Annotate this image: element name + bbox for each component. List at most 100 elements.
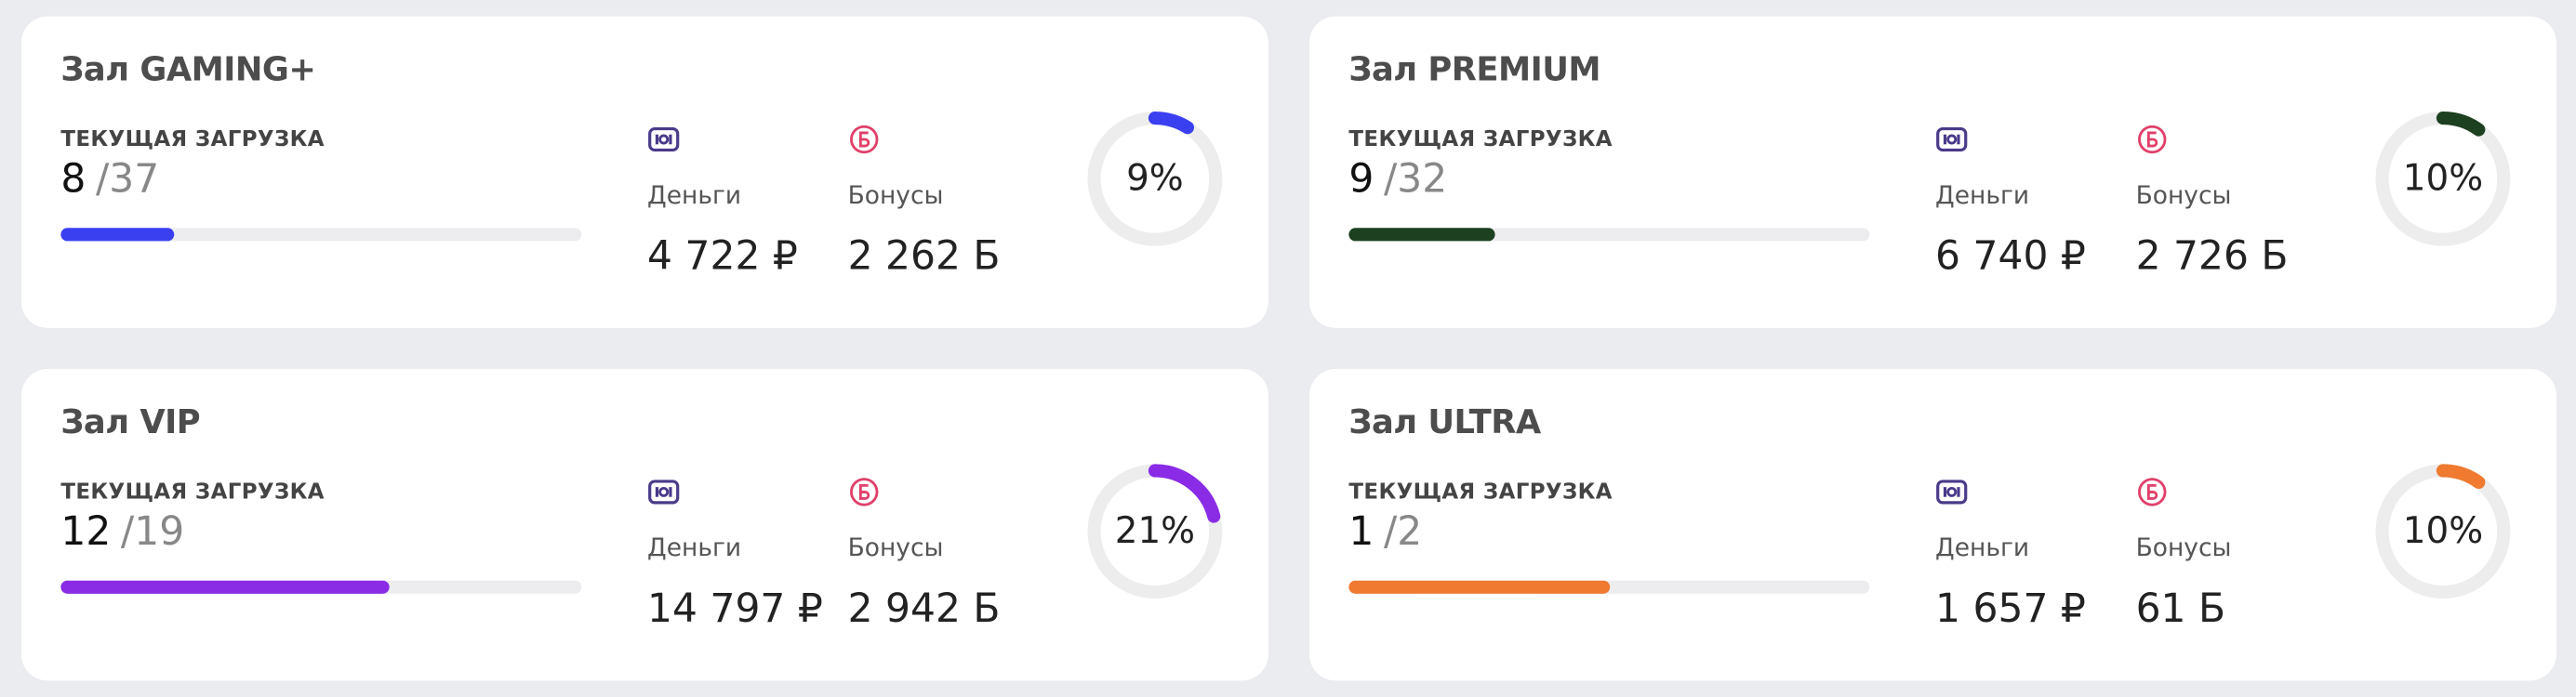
icon-shape [2138, 478, 2167, 506]
current-count: 8 [60, 155, 86, 203]
load-donut: 10% [2375, 464, 2511, 599]
load-label: ТЕКУЩАЯ ЗАГРУЗКА [60, 127, 325, 153]
icon-shape [858, 483, 870, 500]
icon-shape [655, 487, 659, 497]
icon-shape [658, 486, 670, 497]
icon-shape [1957, 487, 1960, 497]
stats-row: ТЕКУЩАЯ ЗАГРУЗКА 932 Деньги 6 740 ₽ Бонусы 2 … [1348, 111, 2516, 279]
hall-card: Зал GAMING+ТЕКУЩАЯ ЗАГРУЗКА837Деньги4 72… [20, 16, 1268, 328]
bonus-label: Бонусы [2135, 180, 2232, 210]
load-label: ТЕКУЩАЯ ЗАГРУЗКА [60, 480, 325, 506]
progress-track [60, 228, 582, 242]
money-value: 1 657 ₽ [1935, 585, 2086, 632]
hall-card: Зал PREMIUM ТЕКУЩАЯ ЗАГРУЗКА 932 Деньги 6 74… [1308, 16, 2556, 328]
progress-fill [1348, 580, 1610, 594]
donut-label: 10% [2403, 158, 2483, 200]
icon-shape [850, 478, 879, 506]
money-block: Деньги 6 740 ₽ [1935, 118, 2136, 279]
load-label: ТЕКУЩАЯ ЗАГРУЗКА [1348, 127, 1613, 153]
icon-shape [658, 134, 670, 145]
money-block: Деньги 14 797 ₽ [647, 470, 848, 631]
icon-shape [2146, 483, 2158, 500]
icon-shape [1943, 487, 1947, 497]
hall-title: Зал PREMIUM [1348, 48, 1601, 89]
load-count: 932 [1348, 156, 1869, 202]
money-icon [1936, 480, 1968, 505]
bonus-label: Бонусы [847, 533, 944, 563]
load-label: ТЕКУЩАЯ ЗАГРУЗКА [1348, 480, 1613, 506]
total-count: 37 [96, 156, 159, 202]
bonus-block: Бонусы 61 Б [2136, 470, 2337, 631]
bonus-block: Бонусы 2 262 Б [848, 118, 1049, 279]
bonus-value: 2 262 Б [847, 232, 1001, 279]
progress-track [60, 580, 582, 594]
icon-shape [648, 126, 680, 152]
progress-fill [1348, 228, 1495, 242]
icon-shape [655, 134, 659, 145]
load-donut: 9% [1087, 111, 1223, 246]
donut-arc [1087, 111, 1223, 246]
bonus-icon [2138, 478, 2167, 506]
icon-shape [669, 487, 672, 497]
money-label: Деньги [1935, 533, 2030, 563]
icon-shape [1936, 480, 1968, 505]
bonus-icon [2138, 125, 2167, 154]
bonus-value: 61 Б [2135, 585, 2226, 632]
donut-label: 9% [1126, 158, 1184, 200]
icon-shape [1946, 486, 1958, 497]
donut-label: 21% [1115, 510, 1195, 552]
icon-shape [2146, 131, 2158, 148]
bonus-label: Бонусы [2135, 533, 2232, 563]
load-count: 1219 [60, 508, 581, 554]
bonus-value: 2 942 Б [847, 585, 1001, 632]
money-value: 14 797 ₽ [647, 585, 823, 632]
donut-arc [2375, 111, 2511, 246]
donut-arc [2375, 464, 2511, 599]
money-icon [648, 126, 680, 152]
icon-shape [850, 125, 879, 154]
hall-card: Зал VIP ТЕКУЩАЯ ЗАГРУЗКА1219 Деньги 14 797 … [20, 369, 1268, 681]
load-count: 837 [60, 156, 581, 202]
current-count: 1 [1348, 508, 1374, 555]
progress-track [1348, 580, 1870, 594]
bonus-block: Бонусы 2 942 Б [848, 470, 1049, 631]
donut-label: 10% [2403, 510, 2483, 552]
money-block: Деньги 1 657 ₽ [1935, 470, 2136, 631]
bonus-value: 2 726 Б [2135, 232, 2289, 279]
money-label: Деньги [1935, 180, 2030, 210]
load-block: ТЕКУЩАЯ ЗАГРУЗКА1219 [60, 470, 582, 594]
hall-title: Зал GAMING+ [60, 48, 316, 89]
money-value: 4 722 ₽ [647, 232, 798, 279]
money-icon [1936, 126, 1968, 152]
icon-shape [2138, 125, 2167, 154]
load-donut: 10% [2375, 111, 2511, 246]
total-count: 2 [1384, 508, 1422, 554]
current-count: 12 [60, 508, 112, 555]
hall-title: Зал ULTRA [1348, 401, 1541, 441]
icon-shape [1936, 126, 1968, 152]
load-donut: 21% [1087, 464, 1223, 599]
money-value: 6 740 ₽ [1935, 232, 2086, 279]
bonus-icon [850, 125, 879, 154]
progress-fill [60, 580, 391, 594]
money-block: Деньги 4 722 ₽ [647, 118, 848, 279]
donut-arc [1087, 464, 1223, 599]
total-count: 19 [121, 508, 184, 554]
icon-shape [669, 134, 672, 145]
progress-fill [60, 228, 174, 242]
load-block: ТЕКУЩАЯ ЗАГРУЗКА 932 [1348, 118, 1870, 242]
load-block: ТЕКУЩАЯ ЗАГРУЗКА837 [60, 118, 582, 242]
icon-shape [648, 480, 680, 505]
icon-shape [1946, 134, 1958, 145]
bonus-block: Бонусы 2 726 Б [2136, 118, 2337, 279]
bonus-label: Бонусы [847, 180, 944, 210]
total-count: 32 [1384, 156, 1447, 202]
icon-shape [858, 131, 870, 148]
load-count: 12 [1348, 508, 1869, 554]
stats-row: ТЕКУЩАЯ ЗАГРУЗКА1219 Деньги 14 797 ₽ Бонусы… [60, 464, 1228, 631]
